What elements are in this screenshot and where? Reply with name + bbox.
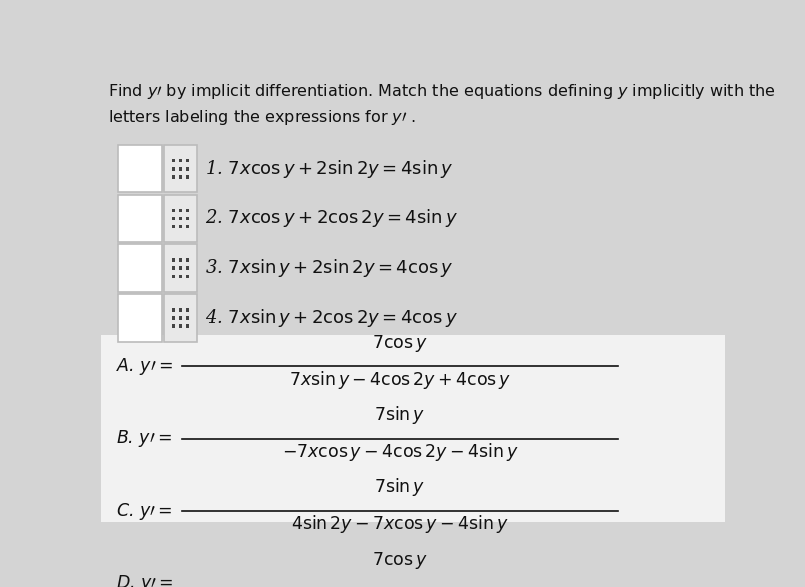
FancyBboxPatch shape: [164, 244, 196, 292]
Text: 3. $7x\sin y + 2\sin 2y = 4\cos y$: 3. $7x\sin y + 2\sin 2y = 4\cos y$: [205, 257, 454, 279]
FancyBboxPatch shape: [179, 266, 182, 270]
FancyBboxPatch shape: [172, 324, 175, 328]
Text: $7\cos y$: $7\cos y$: [372, 550, 428, 571]
Text: 1. $7x\cos y + 2\sin 2y = 4\sin y$: 1. $7x\cos y + 2\sin 2y = 4\sin y$: [205, 158, 454, 180]
Text: 2. $7x\cos y + 2\cos 2y = 4\sin y$: 2. $7x\cos y + 2\cos 2y = 4\sin y$: [205, 207, 458, 230]
FancyBboxPatch shape: [179, 308, 182, 312]
FancyBboxPatch shape: [179, 275, 182, 278]
FancyBboxPatch shape: [186, 308, 189, 312]
FancyBboxPatch shape: [179, 324, 182, 328]
Text: $7\sin y$: $7\sin y$: [374, 404, 426, 426]
FancyBboxPatch shape: [186, 324, 189, 328]
FancyBboxPatch shape: [179, 175, 182, 178]
FancyBboxPatch shape: [172, 308, 175, 312]
Text: 4. $7x\sin y + 2\cos 2y = 4\cos y$: 4. $7x\sin y + 2\cos 2y = 4\cos y$: [205, 307, 458, 329]
FancyBboxPatch shape: [172, 225, 175, 228]
FancyBboxPatch shape: [172, 217, 175, 220]
FancyBboxPatch shape: [172, 159, 175, 163]
FancyBboxPatch shape: [179, 316, 182, 320]
Text: $-7x\cos y - 4\cos 2y - 4\sin y$: $-7x\cos y - 4\cos 2y - 4\sin y$: [282, 441, 518, 463]
FancyBboxPatch shape: [164, 294, 196, 342]
Text: $7\cos y$: $7\cos y$: [372, 333, 428, 354]
FancyBboxPatch shape: [179, 208, 182, 212]
Text: C. $y\prime =$: C. $y\prime =$: [116, 501, 172, 522]
FancyBboxPatch shape: [101, 335, 724, 587]
FancyBboxPatch shape: [186, 217, 189, 220]
FancyBboxPatch shape: [118, 145, 162, 193]
FancyBboxPatch shape: [186, 167, 189, 171]
FancyBboxPatch shape: [172, 175, 175, 178]
FancyBboxPatch shape: [186, 175, 189, 178]
Text: letters labeling the expressions for $y\prime$ .: letters labeling the expressions for $y\…: [108, 107, 416, 127]
FancyBboxPatch shape: [186, 316, 189, 320]
FancyBboxPatch shape: [186, 225, 189, 228]
Text: Find $y\prime$ by implicit differentiation. Match the equations defining $y$ imp: Find $y\prime$ by implicit differentiati…: [108, 82, 776, 101]
FancyBboxPatch shape: [186, 258, 189, 262]
FancyBboxPatch shape: [186, 275, 189, 278]
Text: $7\sin y$: $7\sin y$: [374, 477, 426, 498]
FancyBboxPatch shape: [172, 167, 175, 171]
FancyBboxPatch shape: [172, 316, 175, 320]
FancyBboxPatch shape: [179, 258, 182, 262]
FancyBboxPatch shape: [172, 208, 175, 212]
FancyBboxPatch shape: [164, 195, 196, 242]
FancyBboxPatch shape: [186, 266, 189, 270]
FancyBboxPatch shape: [172, 275, 175, 278]
Text: A. $y\prime =$: A. $y\prime =$: [116, 356, 173, 377]
FancyBboxPatch shape: [186, 208, 189, 212]
FancyBboxPatch shape: [172, 258, 175, 262]
FancyBboxPatch shape: [179, 159, 182, 163]
FancyBboxPatch shape: [118, 195, 162, 242]
Text: $4\sin 2y - 7x\cos y - 4\sin y$: $4\sin 2y - 7x\cos y - 4\sin y$: [291, 514, 509, 535]
FancyBboxPatch shape: [172, 266, 175, 270]
FancyBboxPatch shape: [179, 217, 182, 220]
FancyBboxPatch shape: [186, 159, 189, 163]
FancyBboxPatch shape: [118, 294, 162, 342]
Text: $7x\sin y + 4\sin 2y + 4\cos y$: $7x\sin y + 4\sin 2y + 4\cos y$: [291, 586, 509, 587]
FancyBboxPatch shape: [164, 145, 196, 193]
FancyBboxPatch shape: [179, 225, 182, 228]
FancyBboxPatch shape: [179, 167, 182, 171]
Text: $7x\sin y - 4\cos 2y + 4\cos y$: $7x\sin y - 4\cos 2y + 4\cos y$: [289, 369, 511, 391]
Text: B. $y\prime =$: B. $y\prime =$: [116, 429, 172, 449]
FancyBboxPatch shape: [118, 244, 162, 292]
Text: D. $y\prime =$: D. $y\prime =$: [116, 573, 174, 587]
